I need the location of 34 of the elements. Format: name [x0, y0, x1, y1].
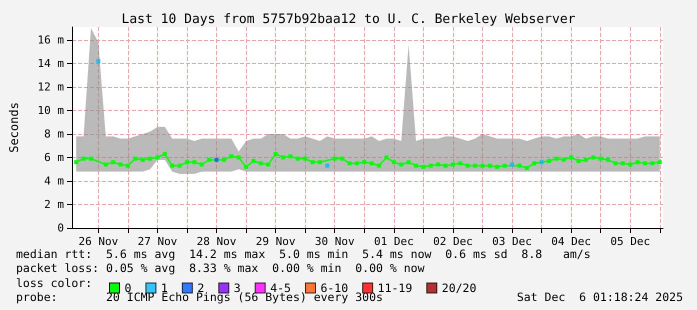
- legend-label: 6-10: [320, 281, 348, 295]
- y-tick-label: 4 m: [44, 174, 64, 188]
- y-tick-label: 0: [57, 222, 64, 234]
- x-tick-label: 05 Dec: [610, 235, 650, 248]
- x-tick-label: 03 Dec: [492, 235, 532, 248]
- legend-label: 20/20: [442, 281, 476, 295]
- x-tick-label: 01 Dec: [374, 235, 414, 248]
- y-tick-label: 14 m: [38, 56, 64, 70]
- y-axis-title: Seconds: [7, 102, 21, 153]
- y-tick-label: 6 m: [44, 150, 64, 164]
- x-tick-label: 27 Nov: [138, 235, 178, 248]
- text: median rtt: 5.6 ms avg 14.2 ms max 5.0 ms min 5.4 ms now 0.6 ms sd 8.8 am/s: [16, 247, 591, 261]
- y-tick-label: 2 m: [44, 198, 64, 211]
- point: [325, 164, 330, 168]
- text: packet loss: 0.05 % avg 8.33 % max 0.00 % min 0.00 % now: [16, 261, 425, 275]
- y-tick-label: 12 m: [38, 80, 64, 94]
- x-tick-label: 28 Nov: [196, 235, 237, 248]
- legend-label: 11-19: [378, 281, 412, 295]
- point: [214, 158, 219, 162]
- point: [540, 160, 544, 164]
- chart-title: Last 10 Days from 5757b92baa12 to U. C. Berkeley Webserver: [122, 12, 576, 27]
- y-tick-label: 8 m: [44, 127, 64, 140]
- point: [96, 59, 100, 64]
- x-tick-label: 04 Dec: [551, 235, 592, 248]
- x-tick-label: 26 Nov: [78, 235, 119, 248]
- x-tick-label: 29 Nov: [256, 235, 296, 248]
- text: Sat Dec 6 01:18:24 2025: [516, 290, 684, 304]
- x-tick-label: 30 Nov: [314, 235, 355, 248]
- legend-title: loss color:: [16, 276, 92, 290]
- x-tick-label: 02 Dec: [433, 235, 473, 248]
- point: [510, 162, 514, 167]
- legend-label: 3: [234, 281, 241, 295]
- y-tick-label: 16 m: [38, 33, 64, 46]
- y-tick-label: 10 m: [38, 104, 64, 117]
